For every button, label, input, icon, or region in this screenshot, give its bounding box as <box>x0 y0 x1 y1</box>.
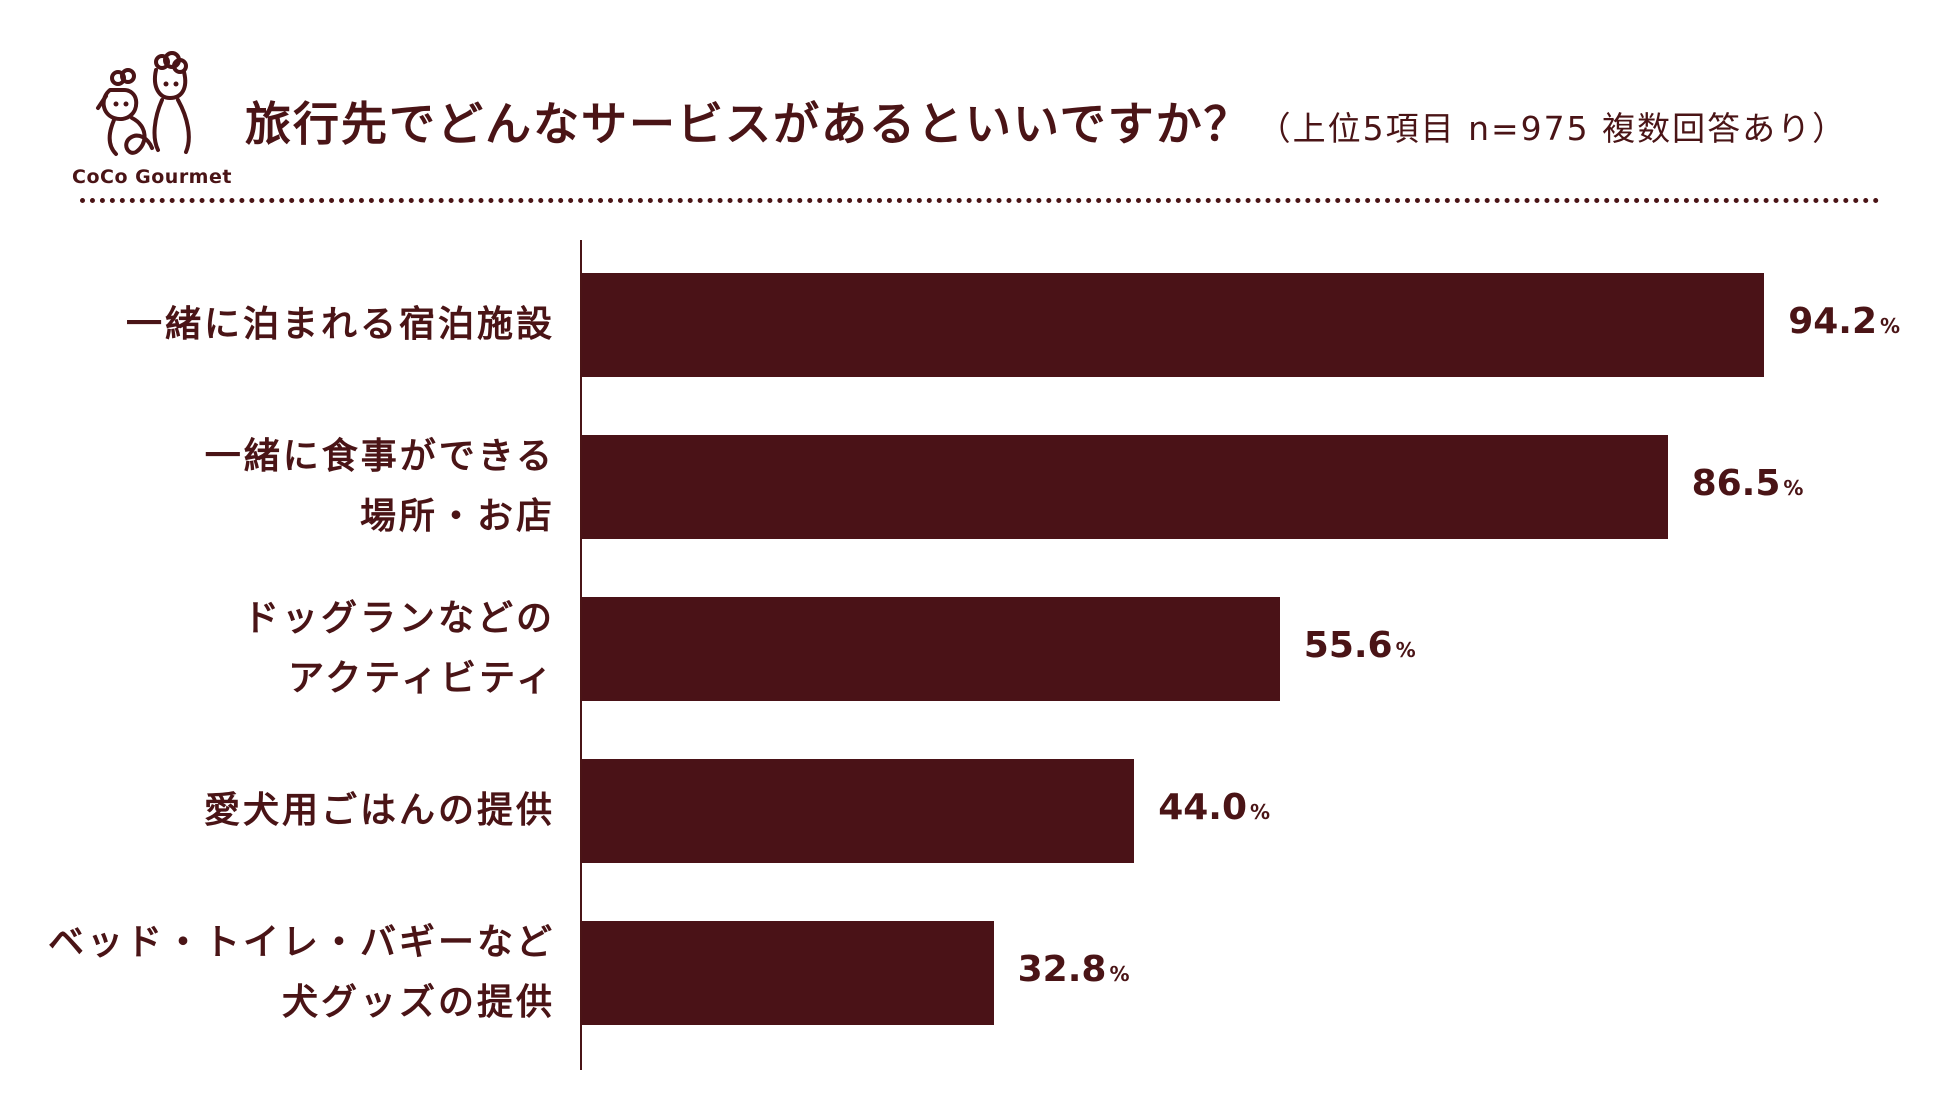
value-label: 94.2% <box>1788 301 1900 342</box>
category-label: 愛犬用ごはんの提供 <box>204 781 555 841</box>
value-number: 32.8 <box>1017 949 1107 990</box>
value-number: 55.6 <box>1303 625 1393 666</box>
bar <box>582 273 1765 377</box>
value-label: 32.8% <box>1018 949 1130 990</box>
category-label-line: アクティビティ <box>288 658 555 699</box>
value-number: 86.5 <box>1691 463 1781 504</box>
value-label: 55.6% <box>1304 625 1416 666</box>
value-unit: % <box>1109 962 1130 986</box>
chart-title: 旅行先でどんなサービスがあるといいですか？ （上位5項目 n=975 複数回答あり… <box>245 88 1847 154</box>
chef-characters-icon <box>96 51 191 156</box>
value-label: 44.0% <box>1158 787 1270 828</box>
logo-text: CoCo Gourmet <box>72 166 232 188</box>
category-label-line: ベッド・トイレ・バギーなど <box>47 922 555 963</box>
category-label: 一緒に泊まれる宿泊施設 <box>126 295 555 355</box>
category-label: ベッド・トイレ・バギーなど犬グッズの提供 <box>48 913 555 1033</box>
value-unit: % <box>1783 476 1804 500</box>
value-unit: % <box>1880 314 1901 338</box>
category-label: 一緒に食事ができる場所・お店 <box>205 427 555 547</box>
brand-logo: CoCo Gourmet <box>72 48 232 188</box>
title-text: 旅行先でどんなサービスがあるといいですか？ <box>245 97 1252 151</box>
category-label-line: 場所・お店 <box>359 496 555 537</box>
category-label: ドッグランなどのアクティビティ <box>243 589 555 709</box>
category-label-line: 一緒に食事ができる <box>204 436 555 477</box>
category-label-line: 愛犬用ごはんの提供 <box>203 790 555 831</box>
value-number: 44.0 <box>1158 787 1248 828</box>
category-label-line: ドッグランなどの <box>242 598 555 639</box>
value-unit: % <box>1250 800 1271 824</box>
bar <box>582 597 1280 701</box>
bar <box>582 435 1668 539</box>
dotted-divider <box>80 198 1880 203</box>
subtitle-text: （上位5項目 n=975 複数回答あり） <box>1257 109 1848 148</box>
value-label: 86.5% <box>1692 463 1804 504</box>
value-unit: % <box>1395 638 1416 662</box>
category-label-line: 一緒に泊まれる宿泊施設 <box>125 304 555 345</box>
bar <box>582 921 994 1025</box>
value-number: 94.2 <box>1788 301 1878 342</box>
category-axis-line <box>580 240 582 1070</box>
category-label-line: 犬グッズの提供 <box>281 982 555 1023</box>
bar <box>582 759 1135 863</box>
